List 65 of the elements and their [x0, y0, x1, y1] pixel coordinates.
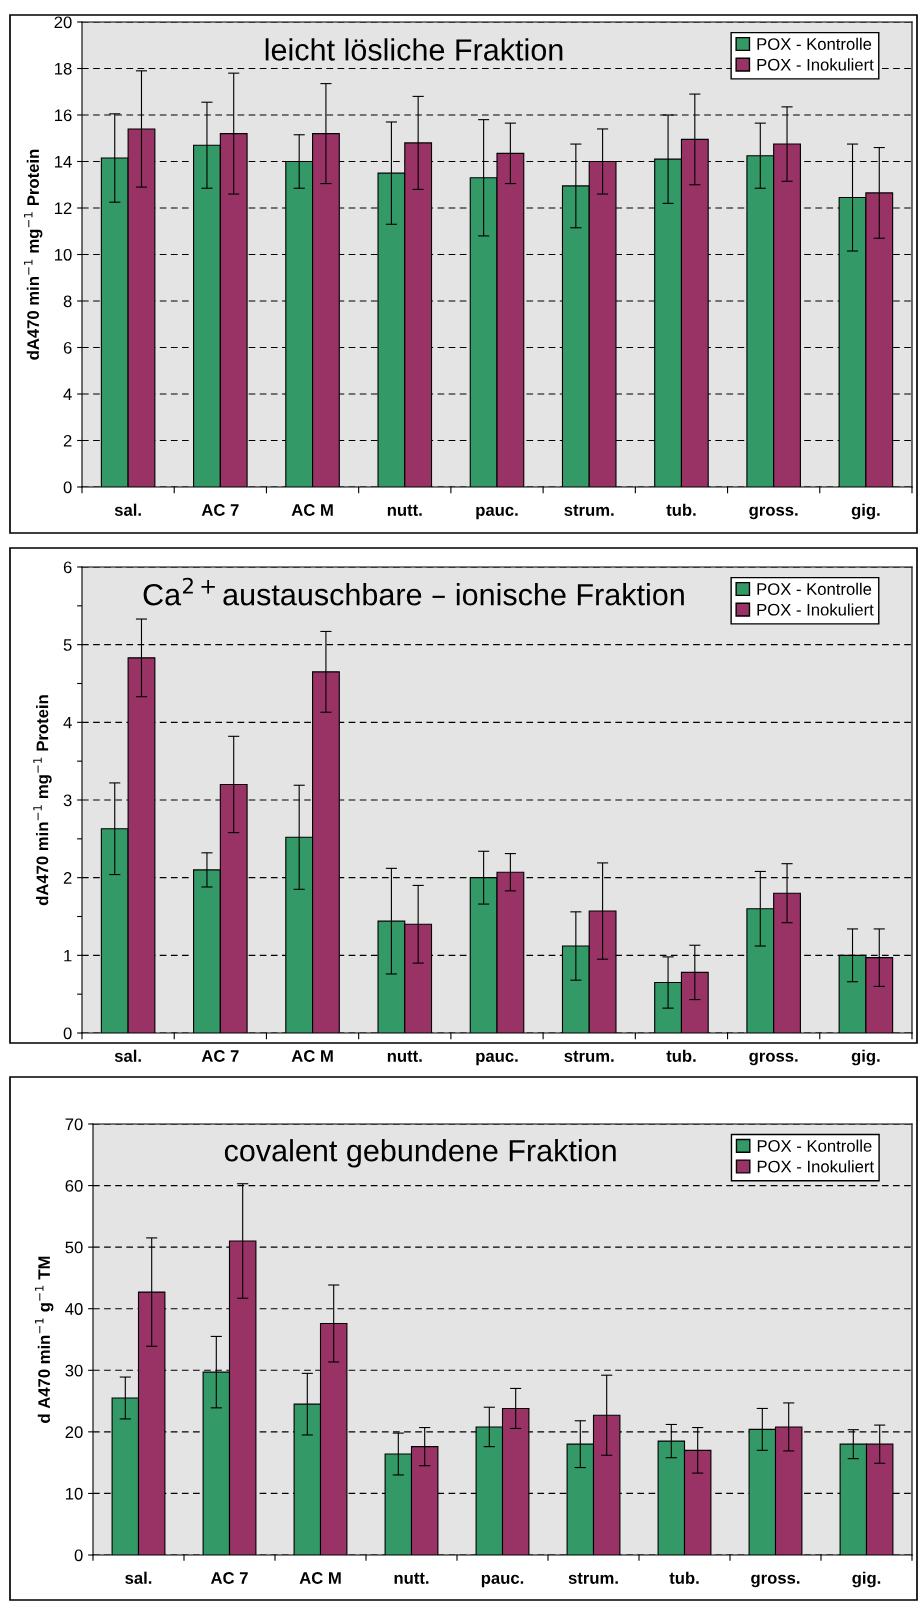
y-tick-label: 1 — [64, 949, 72, 962]
x-tick-label: nutt. — [387, 504, 422, 516]
x-tick-label: strum. — [564, 1050, 614, 1062]
x-tick-label: pauc. — [481, 1574, 524, 1588]
legend-label: POX - Inokuliert — [757, 58, 874, 71]
x-tick-label: nutt. — [394, 1572, 429, 1584]
y-tick-label: 20 — [54, 16, 72, 29]
y-tick-label: 0 — [74, 1549, 83, 1562]
x-tick-label: sal. — [114, 503, 141, 516]
x-tick-label: AC M — [291, 504, 333, 516]
x-tick-label: gig. — [852, 1571, 881, 1588]
y-tick-label: 4 — [63, 388, 72, 401]
y-tick-label: 4 — [63, 716, 72, 729]
x-tick-label: nutt. — [387, 1050, 422, 1062]
x-tick-label: strum. — [564, 504, 614, 516]
x-tick-label: gig. — [851, 503, 880, 520]
y-tick-label: 5 — [63, 639, 72, 651]
legend-label: POX - Inokuliert — [757, 603, 874, 616]
y-tick-label: 20 — [65, 1426, 83, 1439]
y-tick-label: 0 — [63, 1027, 72, 1040]
y-axis-title: dA470 min$^{−1}$ mg$^{−1}$ Protein — [33, 695, 52, 906]
y-tick-label: 2 — [63, 434, 72, 447]
y-tick-label: 6 — [63, 561, 72, 574]
x-tick-label: gross. — [751, 1574, 800, 1588]
y-axis-title: dA470 min$^{−1}$ mg$^{−1}$ Protein — [23, 149, 43, 360]
y-tick-label: 6 — [63, 341, 72, 354]
legend-label: POX - Kontrolle — [757, 582, 872, 595]
x-tick-label: pauc. — [476, 1052, 518, 1066]
x-tick-label: AC 7 — [210, 1572, 248, 1584]
y-tick-label: 60 — [65, 1179, 83, 1192]
legend-label: POX - Inokuliert — [757, 1160, 874, 1173]
y-tick-label: 18 — [55, 62, 72, 75]
x-tick-label: AC 7 — [201, 504, 239, 516]
x-tick-label: gross. — [749, 506, 798, 520]
y-tick-label: 40 — [65, 1303, 83, 1315]
y-tick-label: 12 — [55, 202, 72, 215]
x-tick-label: AC 7 — [201, 1050, 239, 1062]
x-tick-label: strum. — [568, 1572, 618, 1584]
chart-title: covalent gebundene Fraktion — [224, 1139, 616, 1168]
x-tick-label: gross. — [749, 1052, 798, 1066]
y-axis-title: d A470 min$^{−1}$ g$^{−1}$ TM — [34, 1256, 54, 1423]
x-tick-label: gig. — [851, 1049, 880, 1066]
y-tick-label: 8 — [63, 295, 72, 308]
y-tick-label: 10 — [66, 1487, 83, 1500]
x-tick-label: AC M — [291, 1050, 333, 1062]
x-tick-label: sal. — [125, 1571, 152, 1584]
y-tick-label: 3 — [63, 794, 72, 807]
x-tick-label: tub. — [666, 503, 696, 516]
x-tick-label: pauc. — [476, 506, 518, 520]
legend-label: POX - Kontrolle — [757, 1139, 872, 1152]
y-tick-label: 2 — [63, 872, 72, 884]
y-tick-label: 70 — [65, 1118, 83, 1131]
x-tick-label: AC M — [299, 1572, 341, 1584]
x-tick-label: sal. — [114, 1049, 141, 1062]
x-tick-label: tub. — [666, 1049, 696, 1062]
legend-label: POX - Kontrolle — [757, 37, 872, 50]
y-tick-label: 14 — [55, 156, 72, 168]
x-tick-label: tub. — [669, 1571, 699, 1584]
y-tick-label: 10 — [55, 248, 72, 261]
y-tick-label: 16 — [55, 109, 72, 122]
chart-title: Ca$^{2+}$austauschbare – ionische Fraktion — [143, 577, 684, 606]
y-tick-label: 30 — [65, 1364, 83, 1377]
chart-title: leicht lösliche Fraktion — [265, 38, 563, 61]
y-tick-label: 0 — [63, 481, 72, 494]
y-tick-label: 50 — [65, 1241, 83, 1254]
